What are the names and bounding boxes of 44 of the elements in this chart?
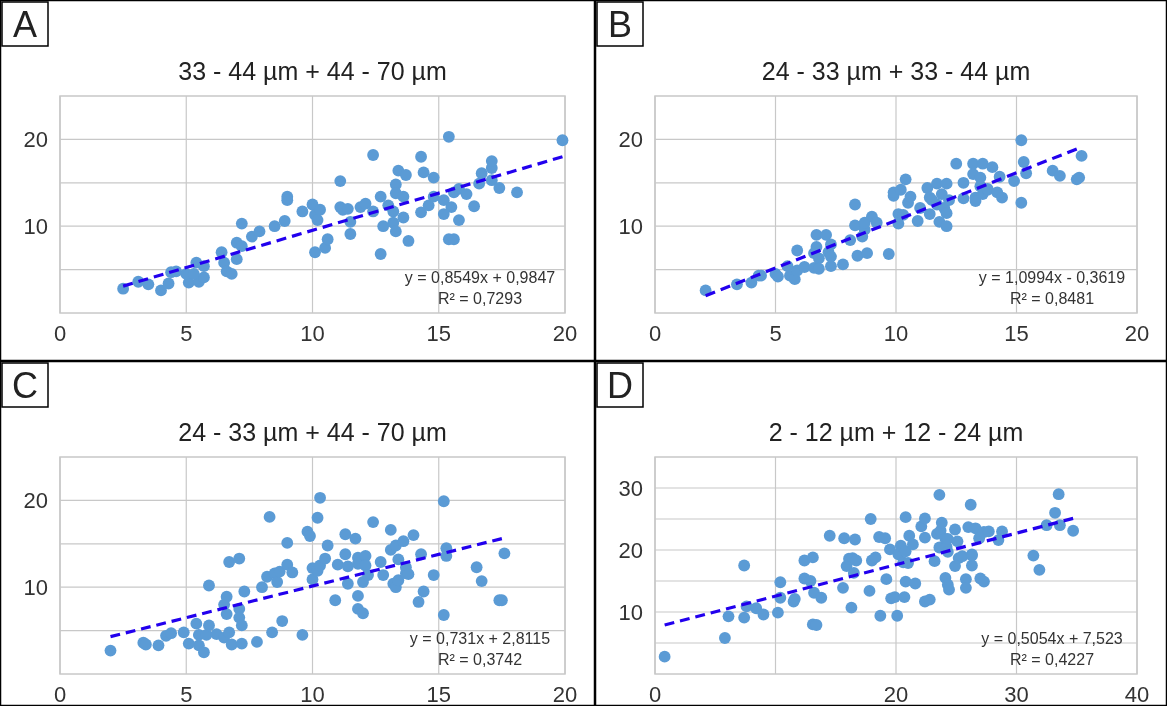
x-tick-label: 5 (769, 321, 782, 346)
annotation: R² = 0,8481 (1009, 290, 1095, 307)
y-tick-label: 10 (23, 214, 48, 240)
x-tick-label: 15 (426, 682, 451, 706)
x-tick-label: 20 (552, 682, 578, 706)
y-tick-label: 10 (618, 214, 643, 240)
x-tick-label: 10 (300, 321, 325, 346)
x-tick-label: 5 (180, 682, 193, 706)
annotation: y = 1,0994x - 0,3619 (978, 269, 1126, 286)
chart-title: 33 - 44 µm + 44 - 70 µm (178, 57, 447, 85)
x-tick-label: 10 (300, 682, 325, 706)
annotation: y = 0,5054x + 7,523 (981, 630, 1123, 647)
text: A (12, 4, 38, 45)
x-tick-label: 0 (53, 321, 67, 346)
x-tick-label: 0 (53, 682, 67, 706)
chart-title: 24 - 33 µm + 33 - 44 µm (761, 57, 1031, 85)
annotation: R² = 0,7293 (437, 290, 523, 307)
y-tick-label: 30 (618, 476, 643, 501)
x-tick-label: 20 (1124, 321, 1150, 346)
chart-title: 2 - 12 µm + 12 - 24 µm (768, 418, 1024, 446)
annotation: R² = 0,4227 (1009, 651, 1095, 668)
text: C (12, 365, 38, 406)
x-tick-label: 0 (648, 682, 662, 706)
y-tick-label: 20 (23, 488, 48, 514)
x-tick-label: 15 (1004, 321, 1029, 346)
text: D (607, 365, 633, 406)
x-tick-label: 5 (180, 321, 193, 346)
annotation: y = 0,8549x + 0,9847 (404, 269, 556, 286)
text: B (607, 4, 633, 45)
annotation: R² = 0,3742 (437, 651, 523, 668)
y-tick-label: 20 (618, 538, 643, 563)
y-tick-label: 10 (23, 575, 48, 601)
y-tick-label: 20 (23, 127, 48, 153)
y-tick-label: 20 (618, 127, 643, 153)
x-tick-label: 15 (426, 321, 451, 346)
x-tick-label: 20 (883, 682, 909, 706)
x-tick-label: 20 (552, 321, 578, 346)
chart-title: 24 - 33 µm + 44 - 70 µm (178, 418, 447, 446)
x-tick-label: 0 (648, 321, 662, 346)
x-tick-label: 10 (883, 321, 909, 346)
x-tick-label: 40 (1124, 682, 1150, 706)
x-tick-label: 30 (1004, 682, 1029, 706)
y-tick-label: 10 (618, 600, 643, 625)
annotation: y = 0,731x + 2,8115 (409, 630, 551, 647)
